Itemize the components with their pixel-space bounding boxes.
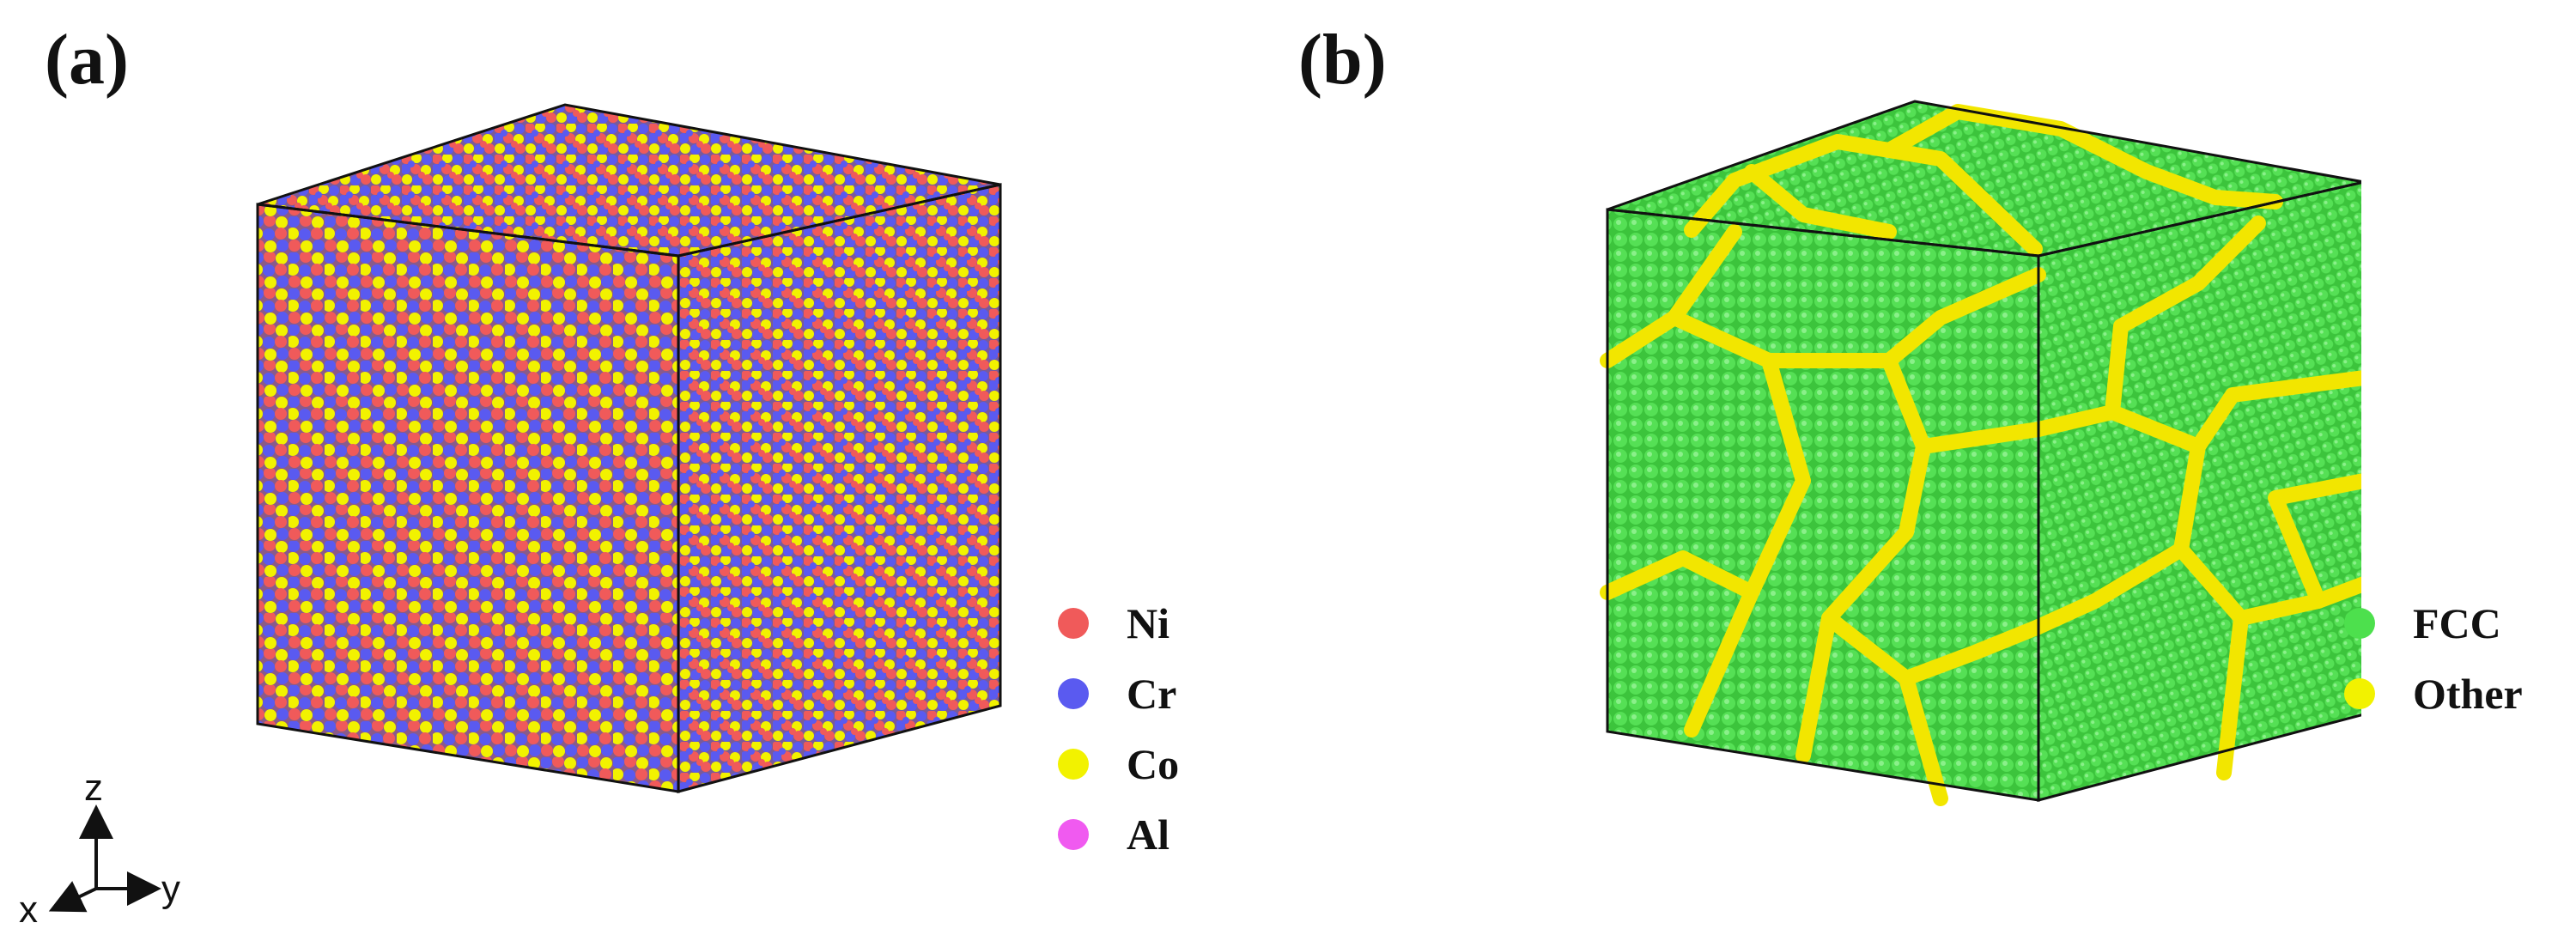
panel-b-label: (b)	[1298, 20, 1387, 100]
axis-label-z: z	[84, 767, 103, 809]
legend-item-other: Other	[2344, 668, 2567, 719]
panel-a-label: (a)	[45, 20, 129, 100]
alloy-atom-cube	[256, 103, 1002, 793]
legend-label: Co	[1127, 740, 1180, 788]
legend-label: Cr	[1127, 670, 1177, 718]
co-swatch-icon	[1058, 749, 1089, 780]
legend-item-co: Co	[1058, 738, 1281, 790]
grain-boundaries	[1600, 104, 2361, 806]
axis-label-x: x	[19, 889, 38, 927]
grain-structure-cube	[1600, 100, 2361, 806]
cube-top-face	[258, 105, 1000, 256]
x-axis-arrow	[48, 881, 97, 913]
fcc-swatch-icon	[2344, 608, 2375, 639]
legend-label: Ni	[1127, 599, 1170, 647]
al-swatch-icon	[1058, 819, 1089, 850]
legend-label: Al	[1127, 810, 1170, 859]
axis-label-y: y	[161, 868, 180, 910]
cr-swatch-icon	[1058, 678, 1089, 709]
coordinate-axes: z y x	[19, 767, 180, 927]
legend-label: FCC	[2413, 599, 2501, 647]
cube-left-face	[1607, 209, 2038, 800]
legend-item-fcc: FCC	[2344, 598, 2567, 649]
legend-item-cr: Cr	[1058, 668, 1281, 719]
legend-item-ni: Ni	[1058, 598, 1281, 649]
ni-swatch-icon	[1058, 608, 1089, 639]
legend-label: Other	[2413, 670, 2523, 718]
legend-item-al: Al	[1058, 809, 1281, 860]
cube-right-face	[678, 185, 1000, 792]
other-swatch-icon	[2344, 678, 2375, 709]
cube-left-face	[258, 204, 678, 792]
